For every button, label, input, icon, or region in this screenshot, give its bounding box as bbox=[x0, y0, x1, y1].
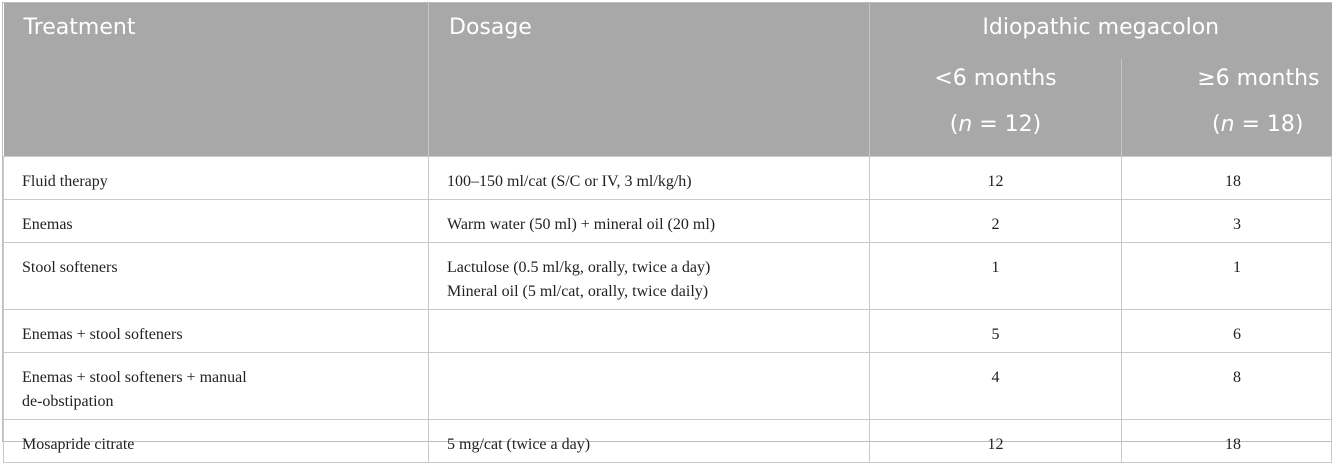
cell-treatment: Enemas bbox=[3, 199, 429, 243]
cell-lt6: 12 bbox=[869, 419, 1122, 463]
table-row: Enemas + stool softeners + manual de-obst… bbox=[3, 352, 1333, 420]
cell-ge6: 1 bbox=[1120, 242, 1333, 310]
table-row: Fluid therapy 100–150 ml/cat (S/C or IV,… bbox=[3, 156, 1333, 200]
cell-treatment: Enemas + stool softeners + manual de-obst… bbox=[3, 352, 429, 420]
cell-dosage bbox=[428, 352, 870, 420]
treatment-line-2: de-obstipation bbox=[22, 393, 114, 410]
cell-ge6: 6 bbox=[1120, 309, 1333, 353]
cell-lt6: 12 bbox=[869, 156, 1122, 200]
table: Treatment Dosage Idiopathic megacolon <6… bbox=[3, 3, 1333, 463]
header-lt6-n: (n = 12) bbox=[869, 108, 1122, 157]
cell-dosage bbox=[428, 309, 870, 353]
cell-ge6: 18 bbox=[1120, 419, 1333, 463]
cell-dosage: Lactulose (0.5 ml/kg, orally, twice a da… bbox=[428, 242, 870, 310]
cell-lt6: 1 bbox=[869, 242, 1122, 310]
cell-treatment: Mosapride citrate bbox=[3, 419, 429, 463]
dosage-line-1: Lactulose (0.5 ml/kg, orally, twice a da… bbox=[447, 259, 711, 276]
cell-lt6: 2 bbox=[869, 199, 1122, 243]
table-row: Stool softeners Lactulose (0.5 ml/kg, or… bbox=[3, 242, 1333, 310]
table-row: Enemas + stool softeners 5 6 bbox=[3, 309, 1333, 353]
cell-ge6: 8 bbox=[1120, 352, 1333, 420]
header-ge6-months: ≥6 months bbox=[1120, 59, 1332, 108]
table-row: Mosapride citrate 5 mg/cat (twice a day)… bbox=[3, 419, 1333, 463]
cell-treatment: Fluid therapy bbox=[3, 156, 429, 200]
dosage-line-2: Mineral oil (5 ml/cat, orally, twice dai… bbox=[447, 283, 709, 300]
cell-ge6: 3 bbox=[1120, 199, 1333, 243]
cell-treatment: Enemas + stool softeners bbox=[3, 309, 429, 353]
cell-dosage: 100–150 ml/cat (S/C or IV, 3 ml/kg/h) bbox=[428, 156, 870, 200]
header-group-megacolon: Idiopathic megacolon bbox=[868, 3, 1332, 59]
cell-treatment: Stool softeners bbox=[3, 242, 429, 310]
table-header: Treatment Dosage Idiopathic megacolon <6… bbox=[3, 3, 1332, 157]
treatment-line-1: Enemas + stool softeners + manual bbox=[22, 369, 247, 386]
cell-dosage: 5 mg/cat (twice a day) bbox=[428, 419, 870, 463]
cell-ge6: 18 bbox=[1120, 156, 1333, 200]
header-ge6-n: (n = 18) bbox=[1120, 108, 1332, 157]
cell-lt6: 5 bbox=[869, 309, 1122, 353]
header-dosage: Dosage bbox=[428, 3, 870, 157]
header-treatment: Treatment bbox=[3, 3, 429, 157]
table-row: Enemas Warm water (50 ml) + mineral oil … bbox=[3, 199, 1333, 243]
cell-dosage: Warm water (50 ml) + mineral oil (20 ml) bbox=[428, 199, 870, 243]
header-lt6-months: <6 months bbox=[869, 59, 1122, 108]
cell-lt6: 4 bbox=[869, 352, 1122, 420]
table-body: Fluid therapy 100–150 ml/cat (S/C or IV,… bbox=[3, 156, 1333, 463]
